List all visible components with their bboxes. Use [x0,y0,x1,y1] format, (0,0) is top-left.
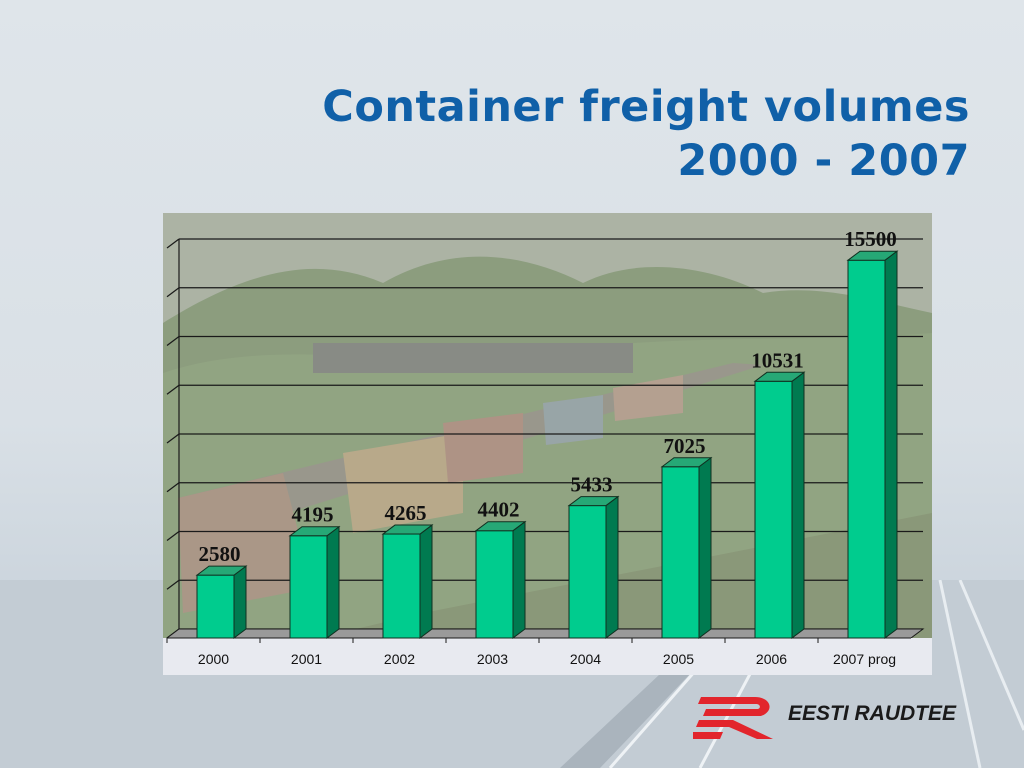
bar-top [567,496,620,507]
bar-top [660,457,713,468]
slide-title: Container freight volumes 2000 - 2007 [322,80,970,188]
bar-front [754,380,793,639]
gridline-wall [166,238,180,249]
bar-side [791,371,805,639]
bar [195,565,248,639]
title-line-1: Container freight volumes [322,82,970,132]
bar-side [884,250,898,639]
gridline-wall [166,287,180,298]
bar-front [847,259,886,639]
bar-top [381,524,434,535]
logo-text: EESTI RAUDTEE [788,702,957,725]
category-label: 2004 [570,651,601,667]
category-label: 2005 [663,651,694,667]
bar-top [846,250,899,261]
bar-side [605,495,619,639]
bar [846,250,899,639]
data-label: 15500 [844,227,897,251]
bar-front [196,574,235,639]
bar [660,456,713,639]
data-label: 2580 [199,542,241,566]
bar-front [289,535,328,639]
data-label: 4195 [292,503,334,527]
bar [381,524,434,639]
bar-chart: 2580 2000 4195 2001 4265 2002 4402 2003 5433 2004… [163,227,932,675]
category-label: 2001 [291,651,322,667]
bar [288,525,341,639]
bar-side [512,520,526,639]
bar-front [661,466,700,639]
title-line-2: 2000 - 2007 [677,136,970,186]
bar-top [474,521,527,532]
bar-side [326,525,340,639]
bar [474,520,527,639]
chart-panel: 2580 2000 4195 2001 4265 2002 4402 2003 5433 2004… [163,213,932,675]
bar-side [419,524,433,639]
gridline-wall [166,531,180,541]
bar-top [195,565,248,576]
data-label: 7025 [664,434,706,458]
gridline-wall [166,336,180,346]
bar-front [475,530,514,639]
category-label: 2003 [477,651,508,667]
bar-top [288,526,341,537]
data-label: 10531 [751,348,804,372]
data-label: 5433 [571,473,613,497]
category-label: 2002 [384,651,415,667]
data-label: 4402 [478,498,520,522]
chart-floor [165,628,925,639]
gridline-wall [166,579,180,590]
bar-top [753,371,806,382]
category-axis-band [163,638,932,675]
bar-side [233,565,247,639]
bar-front [382,533,421,639]
bar-front [568,505,607,639]
eesti-raudtee-logo: EESTI RAUDTEE [693,694,993,742]
bar [567,495,620,639]
bar [753,371,806,639]
gridline-wall [166,384,180,395]
logo-mark-icon [693,697,773,739]
category-label: 2006 [756,651,787,667]
gridline-wall [166,433,180,444]
data-label: 4265 [385,501,427,525]
bar-side [698,456,712,639]
gridline-wall [166,482,180,493]
category-label: 2000 [198,651,229,667]
category-label: 2007 prog [833,651,896,667]
